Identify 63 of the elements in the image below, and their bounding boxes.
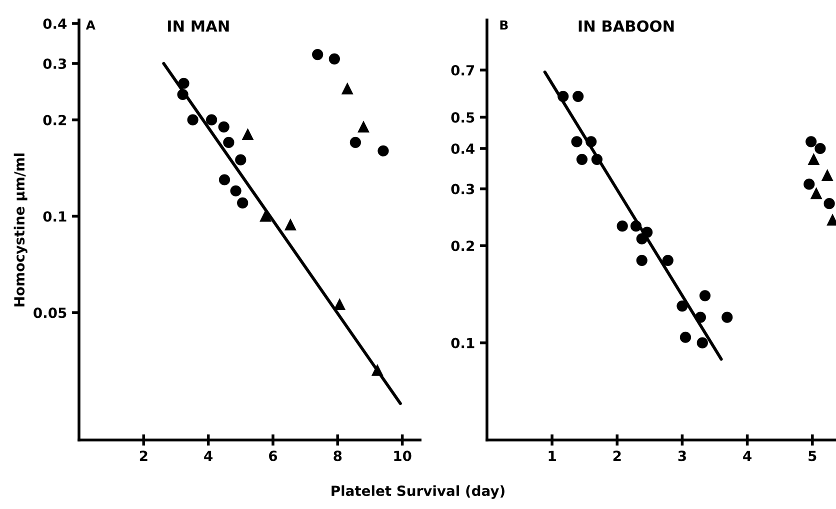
y-tick-label: 0.05	[34, 308, 66, 318]
y-axis-title: Homocystine µm/ml	[14, 154, 28, 306]
point	[722, 312, 733, 323]
point	[242, 128, 254, 140]
point	[235, 154, 246, 166]
point	[808, 154, 820, 165]
point	[342, 83, 353, 94]
point	[696, 337, 708, 348]
point	[576, 154, 588, 165]
point	[571, 136, 582, 148]
x-tick-label: 3	[678, 450, 686, 462]
point	[230, 185, 242, 196]
point	[237, 197, 248, 209]
y-tick-label: 0.3	[43, 58, 66, 69]
y-tick-label: 0.3	[451, 184, 474, 194]
annotation: B	[500, 20, 508, 30]
point	[218, 174, 230, 186]
annotation: A	[86, 20, 96, 30]
point	[662, 254, 674, 266]
point	[699, 290, 711, 302]
x-tick-label: 10	[394, 450, 412, 462]
y-tick-label: 0.4	[43, 18, 67, 29]
y-tick-label: 0.1	[43, 211, 66, 222]
point	[814, 142, 826, 154]
y-tick-label: 0.4	[451, 143, 475, 154]
point	[187, 114, 198, 126]
y-tick-label: 0.7	[451, 65, 474, 76]
x-axis-title: Platelet Survival (day)	[332, 485, 504, 499]
point	[806, 136, 817, 148]
point	[636, 254, 648, 266]
point	[680, 332, 692, 343]
point	[218, 121, 230, 133]
point	[824, 198, 835, 210]
chart-title: IN MAN	[168, 20, 229, 32]
point	[206, 114, 218, 126]
y-tick-label: 0.5	[451, 112, 474, 123]
y-tick-label: 0.2	[43, 114, 66, 126]
point	[822, 170, 833, 182]
point	[378, 145, 389, 156]
point	[312, 48, 324, 60]
y-tick-label: 0.2	[451, 240, 474, 252]
x-tick-label: 2	[613, 450, 621, 461]
point	[334, 298, 346, 310]
chart-title: IN BABOON	[578, 20, 674, 32]
point	[358, 121, 370, 133]
x-tick-label: 2	[140, 450, 148, 461]
point	[616, 220, 628, 232]
x-tick-label: 5	[808, 450, 816, 462]
point	[804, 178, 815, 190]
x-tick-label: 6	[269, 450, 278, 462]
point	[260, 210, 272, 222]
x-tick-label: 4	[204, 450, 213, 461]
point	[223, 136, 234, 148]
point	[350, 136, 361, 148]
x-tick-label: 1	[548, 450, 556, 461]
point	[676, 300, 688, 312]
point	[810, 188, 822, 200]
point	[572, 90, 584, 102]
x-tick-label: 4	[743, 450, 752, 461]
x-tick-label: 8	[334, 450, 342, 462]
point	[284, 219, 296, 230]
point	[328, 53, 340, 64]
y-tick-label: 0.1	[451, 338, 474, 348]
